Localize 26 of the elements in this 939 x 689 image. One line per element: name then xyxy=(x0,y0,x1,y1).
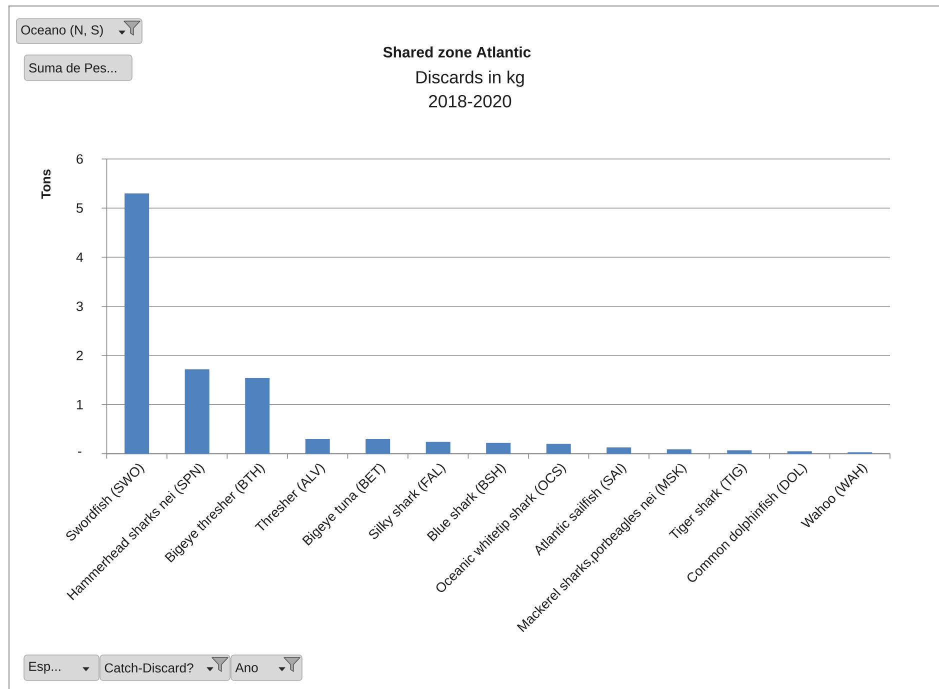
y-tick-label: 6 xyxy=(76,154,83,164)
y-axis-title: Tons xyxy=(41,169,51,199)
text: Oceano (N, S) xyxy=(21,25,103,38)
bar xyxy=(486,442,511,454)
y-tick-label: 2 xyxy=(76,350,83,360)
y-tick-label: - xyxy=(78,452,82,453)
bar xyxy=(124,193,150,454)
bar xyxy=(305,438,330,454)
bar xyxy=(787,451,812,454)
text: Ano xyxy=(235,663,258,672)
chart-subtitle: Discards in kg 2018-2020 xyxy=(416,70,524,108)
bar xyxy=(546,444,571,454)
text: Suma de Pes... xyxy=(29,62,116,73)
y-tick-label: 1 xyxy=(76,400,83,410)
bar xyxy=(184,369,210,454)
chart-title: Shared zone Atlantic xyxy=(383,46,531,58)
y-tick-label: 5 xyxy=(76,203,83,213)
bar xyxy=(366,438,390,454)
bar xyxy=(666,449,692,454)
y-tick-label: 3 xyxy=(76,302,83,312)
text: Esp... xyxy=(29,662,60,674)
text: Catch-Discard? xyxy=(104,662,194,673)
bar xyxy=(245,378,270,454)
bar xyxy=(426,442,450,454)
y-tick-label: 4 xyxy=(76,252,84,262)
bar xyxy=(606,447,632,454)
